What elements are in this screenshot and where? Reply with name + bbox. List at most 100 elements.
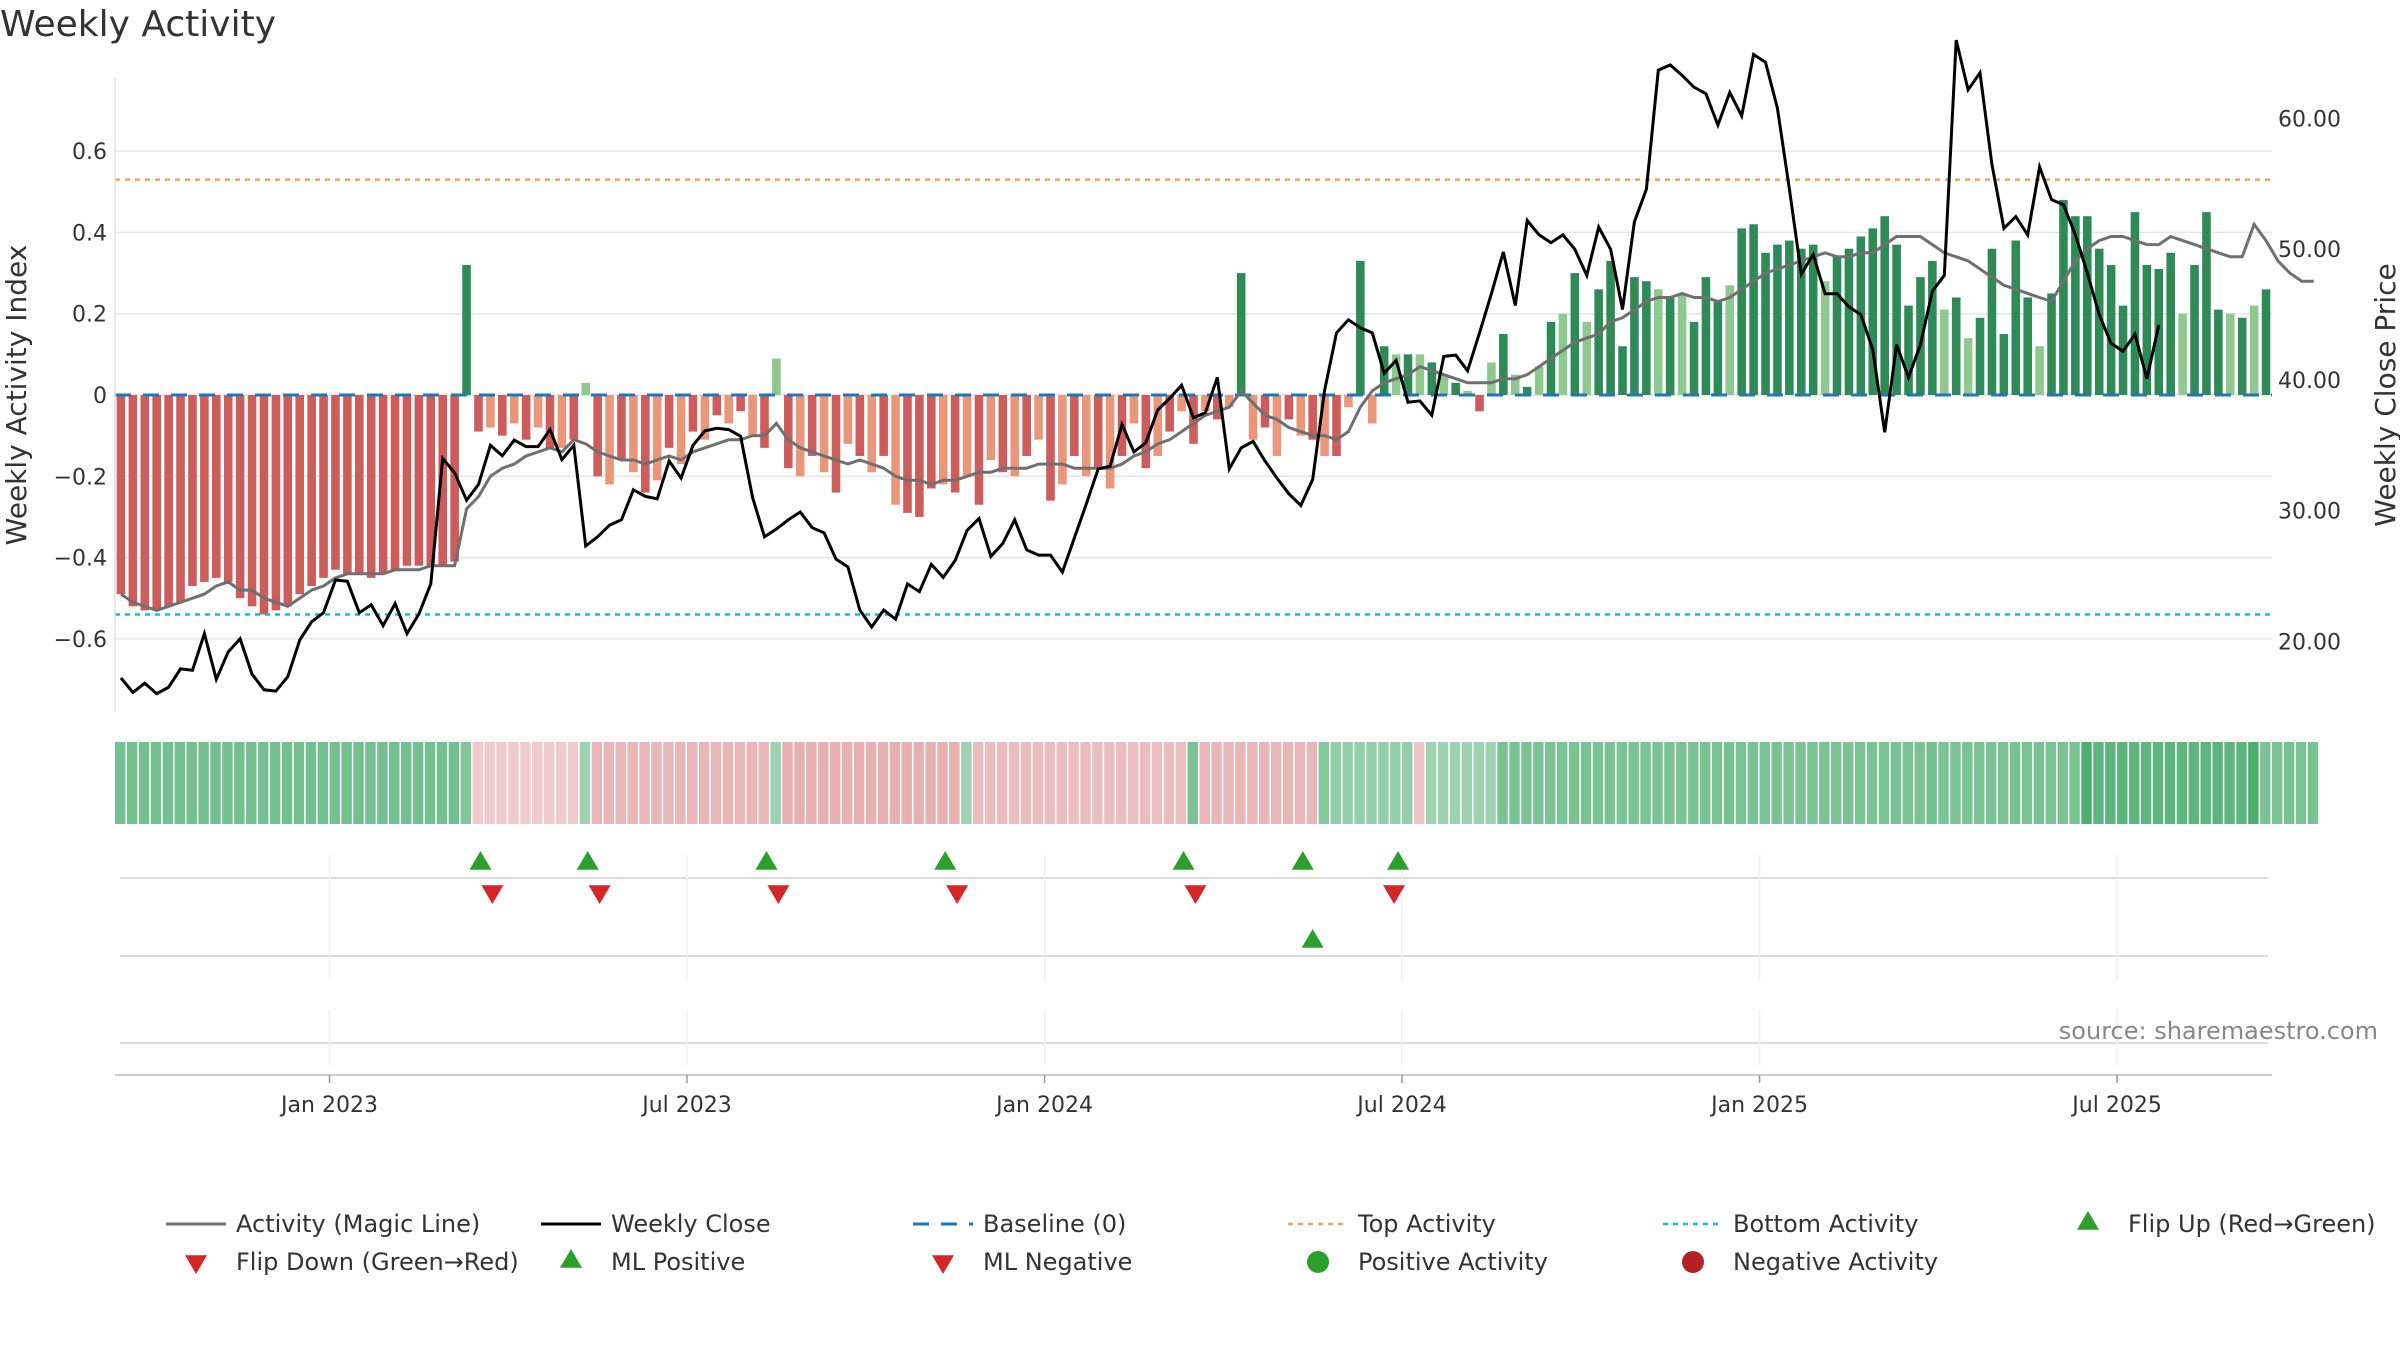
activity-bar <box>1975 317 1985 395</box>
intensity-cell <box>138 742 150 824</box>
activity-bar <box>533 395 543 428</box>
activity-bar <box>1916 277 1925 395</box>
activity-bar <box>2130 212 2140 395</box>
intensity-cell <box>1199 742 1210 824</box>
intensity-cell <box>1831 742 1842 824</box>
intensity-cell <box>2045 742 2056 824</box>
intensity-cell <box>2200 742 2211 824</box>
activity-bar <box>1570 273 1580 395</box>
intensity-cell <box>663 742 674 824</box>
intensity-cell <box>1723 742 1735 824</box>
intensity-cell <box>1461 742 1473 824</box>
activity-bar <box>498 395 507 436</box>
intensity-cell <box>353 742 364 824</box>
intensity-cell <box>1604 742 1616 824</box>
intensity-cell <box>2140 742 2152 824</box>
legend-swatch <box>932 1255 954 1274</box>
intensity-cell <box>329 742 340 824</box>
activity-bar <box>2047 293 2056 395</box>
x-tick-label: Jul 2023 <box>640 1093 732 1118</box>
intensity-cell <box>484 742 495 824</box>
activity-bar <box>807 395 817 456</box>
intensity-cell <box>2009 742 2021 824</box>
intensity-cell <box>1759 742 1770 824</box>
activity-bar <box>1165 395 1174 432</box>
activity-bar <box>855 395 865 456</box>
activity-bar <box>247 395 257 607</box>
intensity-cell <box>1938 742 1949 824</box>
axes: −0.6 −0.4 −0.2 0 0.2 0.4 0.6 20.00 30.00 40.00 50.… <box>54 78 2341 712</box>
legend-label: Activity (Magic Line) <box>236 1210 480 1238</box>
intensity-cell <box>1819 742 1830 824</box>
intensity-cell <box>222 742 233 824</box>
intensity-cell <box>913 742 924 824</box>
intensity-cell <box>1211 742 1222 824</box>
activity-bar <box>152 395 162 611</box>
intensity-cell <box>1580 742 1592 824</box>
activity-bar <box>1022 395 1031 456</box>
y-left-tick-label: 0 <box>93 384 107 409</box>
activity-bar <box>1070 395 1079 456</box>
chart-title: Weekly Activity <box>0 4 277 45</box>
legend-item: Negative Activity <box>1682 1248 1938 1276</box>
activity-bar <box>1832 256 1842 395</box>
activity-bar <box>605 395 614 485</box>
intensity-cell <box>841 742 853 824</box>
intensity-cell <box>472 742 483 824</box>
legend-item: Baseline (0) <box>913 1210 1126 1238</box>
intensity-cell <box>341 742 352 824</box>
activity-bar <box>1749 224 1758 395</box>
flip-down-marker <box>1383 885 1406 904</box>
intensity-cell <box>567 742 579 824</box>
legend-swatch <box>560 1249 582 1268</box>
activity-bar <box>307 395 316 587</box>
activity-bar <box>1344 395 1353 408</box>
activity-intensity-strip <box>115 742 2319 824</box>
activity-bar <box>319 395 328 578</box>
activity-bar <box>795 395 805 477</box>
activity-bar <box>1928 260 1937 395</box>
activity-bar <box>223 395 233 582</box>
legend-label: Negative Activity <box>1733 1248 1938 1276</box>
activity-bar <box>1236 273 1246 395</box>
activity-bar <box>2166 252 2175 395</box>
activity-bar <box>712 395 722 416</box>
intensity-cell <box>1842 742 1854 824</box>
intensity-cell <box>1151 742 1163 824</box>
intensity-cell <box>1985 742 1997 824</box>
activity-bar <box>903 395 912 513</box>
series-lines <box>119 39 2314 696</box>
intensity-cell <box>1997 742 2009 824</box>
intensity-cell <box>1163 742 1175 824</box>
intensity-cell <box>2307 742 2319 824</box>
intensity-cell <box>1616 742 1627 824</box>
activity-bar <box>1308 395 1317 440</box>
intensity-cell <box>412 742 424 824</box>
intensity-cell <box>2081 742 2092 824</box>
intensity-cell <box>389 742 400 824</box>
legend-item: ML Positive <box>560 1248 745 1276</box>
intensity-cell <box>1318 742 1330 824</box>
activity-bar <box>1677 293 1687 395</box>
source-label: source: sharemaestro.com <box>2059 1017 2378 1045</box>
weekly-close-line <box>119 39 2161 696</box>
activity-bar <box>1558 313 1568 395</box>
flip-down-marker <box>946 885 969 904</box>
intensity-cell <box>1878 742 1890 824</box>
intensity-cell <box>150 742 162 824</box>
activity-bar <box>1963 338 1973 395</box>
flip-down-marker <box>1184 885 1207 904</box>
activity-bar <box>1761 252 1770 395</box>
activity-bar <box>1904 305 1913 395</box>
intensity-cell <box>1390 742 1401 824</box>
activity-bar <box>1534 366 1544 395</box>
flip-up-marker <box>576 851 599 870</box>
x-tick-label: Jan 2025 <box>1709 1093 1808 1118</box>
legend-label: Positive Activity <box>1358 1248 1548 1276</box>
activity-bar <box>676 395 686 465</box>
activity-bar <box>1201 395 1210 412</box>
activity-bar <box>617 395 626 461</box>
intensity-cell <box>949 742 960 824</box>
intensity-cell <box>2236 742 2247 824</box>
